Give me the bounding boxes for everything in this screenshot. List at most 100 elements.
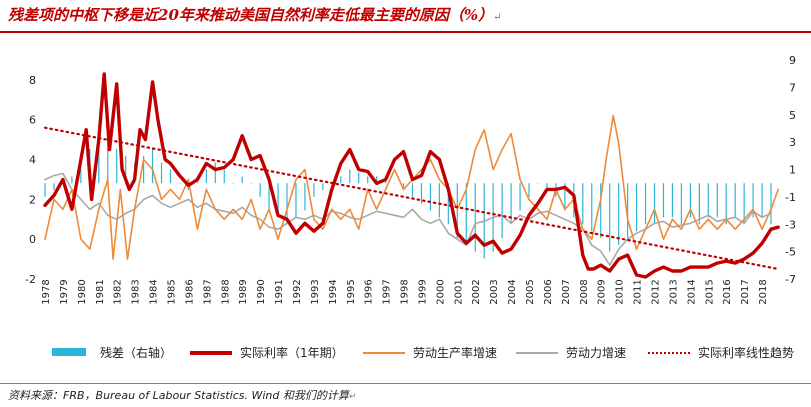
residual-bar	[367, 176, 369, 184]
residual-bar	[286, 183, 288, 225]
x-axis-tick-label: 2012	[651, 279, 662, 304]
residual-bar	[376, 176, 378, 184]
residual-bars	[44, 135, 772, 259]
residual-bar	[456, 183, 458, 238]
residual-bar	[546, 183, 548, 191]
residual-bar	[743, 183, 745, 225]
residual-bar	[519, 183, 521, 211]
x-axis-tick-label: 1987	[202, 279, 213, 304]
x-axis-ticks: 1978 1979 1980 1981 1982 1983 1984 1985 1986 1987…	[41, 279, 769, 304]
left-axis-tick-label: -2	[25, 273, 36, 286]
residual-bar	[752, 183, 754, 218]
residual-bar	[627, 183, 629, 238]
residual-bar	[214, 162, 216, 184]
residual-bar	[142, 155, 145, 184]
residual-bar	[232, 183, 234, 184]
residual-bar	[716, 183, 718, 218]
legend-label-residual: 残差（右轴）	[100, 346, 173, 360]
x-axis-tick-label: 1994	[328, 279, 339, 304]
residual-bar	[98, 142, 100, 184]
real-rate-line	[43, 72, 780, 279]
residual-bar	[582, 183, 584, 225]
legend-label-labor-force: 劳动力增速	[566, 346, 627, 360]
residual-bar	[169, 169, 172, 184]
residual-bar	[465, 183, 467, 245]
labor-force-line	[44, 172, 772, 266]
chart-title: 残差项的中枢下移是近20年来推动美国自然利率走低最主要的原因（%）↵	[8, 6, 502, 24]
right-axis-ticks: 9 7 5 3 1 -1 -3 -5 -7	[785, 54, 796, 286]
x-axis-tick-label: 1992	[292, 279, 303, 304]
residual-bar	[411, 183, 414, 197]
residual-bar	[725, 183, 727, 225]
residual-bar	[653, 183, 656, 225]
residual-bar	[322, 183, 324, 191]
residual-bar	[160, 162, 163, 184]
right-axis-tick-label: 7	[789, 81, 796, 94]
legend-swatch-residual	[52, 348, 86, 356]
residual-bar	[178, 183, 181, 184]
x-axis-tick-label: 2015	[704, 279, 715, 304]
chart-legend: 残差（右轴） 实际利率（1年期） 劳动生产率增速 劳动力增速 实际利率线性趋势	[0, 340, 811, 364]
x-axis-tick-label: 1999	[417, 279, 428, 304]
left-axis-tick-label: 4	[29, 154, 36, 167]
legend-swatch-real-rate	[190, 351, 232, 355]
right-axis-tick-label: 1	[789, 164, 796, 177]
residual-bar	[241, 176, 243, 184]
residual-bar	[689, 183, 691, 218]
x-axis-tick-label: 2017	[740, 279, 751, 304]
residual-bar	[447, 183, 449, 225]
residual-bar	[358, 172, 360, 184]
x-axis-tick-label: 2005	[525, 279, 536, 304]
x-axis-tick-label: 2007	[561, 279, 572, 304]
x-axis-tick-label: 1984	[149, 279, 160, 304]
x-axis-tick-label: 1985	[166, 279, 177, 304]
legend-swatch-labor-force	[516, 352, 558, 354]
residual-bar	[80, 169, 82, 184]
x-axis-tick-label: 1993	[310, 279, 321, 304]
residual-bar	[474, 183, 476, 252]
residual-bar	[277, 183, 279, 218]
x-axis-tick-label: 1979	[59, 279, 70, 304]
x-axis-tick-label: 1991	[274, 279, 285, 304]
x-axis-tick-label: 2001	[453, 279, 464, 304]
left-axis-tick-label: 2	[29, 193, 36, 206]
source-divider	[0, 383, 811, 384]
real-rate-trend-line	[43, 126, 780, 271]
residual-bar	[205, 169, 207, 184]
labor-productivity-line	[44, 114, 780, 260]
residual-bar	[591, 183, 593, 232]
residual-bar	[698, 183, 700, 225]
residual-bar	[770, 183, 772, 225]
x-axis-tick-label: 2000	[435, 279, 446, 304]
right-axis-tick-label: -3	[785, 218, 796, 231]
x-axis-tick-label: 2006	[543, 279, 554, 304]
residual-bar	[671, 183, 674, 218]
x-axis-tick-label: 2003	[489, 279, 500, 304]
residual-bar	[680, 183, 683, 225]
x-axis-tick-label: 2002	[471, 279, 482, 304]
x-axis-tick-label: 2009	[597, 279, 608, 304]
residual-bar	[510, 183, 512, 225]
residual-bar	[537, 183, 539, 184]
x-axis-tick-label: 2010	[615, 279, 626, 304]
residual-bar	[707, 183, 709, 218]
residual-bar	[53, 183, 55, 191]
residual-bar	[223, 169, 225, 184]
residual-bar	[295, 183, 297, 218]
residual-bar	[429, 183, 432, 211]
legend-swatch-labor-productivity	[363, 352, 405, 354]
left-axis-tick-label: 8	[29, 74, 36, 87]
left-axis-tick-label: 6	[29, 114, 36, 127]
left-axis-ticks: 8 6 4 2 0 -2	[25, 74, 36, 286]
residual-bar	[644, 183, 647, 225]
x-axis-tick-label: 2013	[668, 279, 679, 304]
residual-bar	[501, 183, 503, 238]
x-axis-tick-label: 2011	[633, 279, 644, 304]
residual-bar	[420, 183, 423, 204]
x-axis-tick-label: 1978	[41, 279, 52, 304]
x-axis-tick-label: 1996	[364, 279, 375, 304]
x-axis-tick-label: 1988	[220, 279, 231, 304]
residual-bar	[313, 183, 315, 197]
right-axis-tick-label: -7	[785, 273, 796, 286]
source-note: 资料来源：FRB，Bureau of Labour Statistics. Wi…	[8, 389, 357, 402]
